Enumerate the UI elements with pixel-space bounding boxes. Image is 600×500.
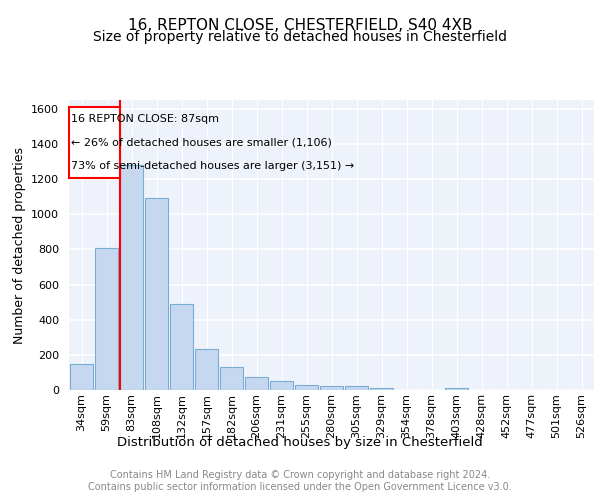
Text: 16 REPTON CLOSE: 87sqm: 16 REPTON CLOSE: 87sqm [71, 114, 219, 124]
Bar [195, 348, 218, 390]
Bar [295, 384, 318, 390]
Bar [120, 165, 143, 390]
Text: Distribution of detached houses by size in Chesterfield: Distribution of detached houses by size … [117, 436, 483, 449]
Text: 16, REPTON CLOSE, CHESTERFIELD, S40 4XB: 16, REPTON CLOSE, CHESTERFIELD, S40 4XB [128, 18, 472, 32]
Bar [245, 377, 268, 390]
Bar [370, 388, 393, 390]
Bar [95, 248, 118, 390]
Y-axis label: Number of detached properties: Number of detached properties [13, 146, 26, 344]
Bar [145, 198, 168, 390]
Bar [445, 388, 468, 390]
Text: 73% of semi-detached houses are larger (3,151) →: 73% of semi-detached houses are larger (… [71, 162, 354, 172]
Text: Contains HM Land Registry data © Crown copyright and database right 2024.: Contains HM Land Registry data © Crown c… [110, 470, 490, 480]
Text: Size of property relative to detached houses in Chesterfield: Size of property relative to detached ho… [93, 30, 507, 44]
Bar [170, 304, 193, 390]
Bar [70, 364, 93, 390]
Bar [270, 381, 293, 390]
Text: Contains public sector information licensed under the Open Government Licence v3: Contains public sector information licen… [88, 482, 512, 492]
Bar [320, 386, 343, 390]
Bar [345, 386, 368, 390]
Bar [220, 367, 243, 390]
Text: ← 26% of detached houses are smaller (1,106): ← 26% of detached houses are smaller (1,… [71, 138, 332, 148]
FancyBboxPatch shape [69, 108, 120, 178]
